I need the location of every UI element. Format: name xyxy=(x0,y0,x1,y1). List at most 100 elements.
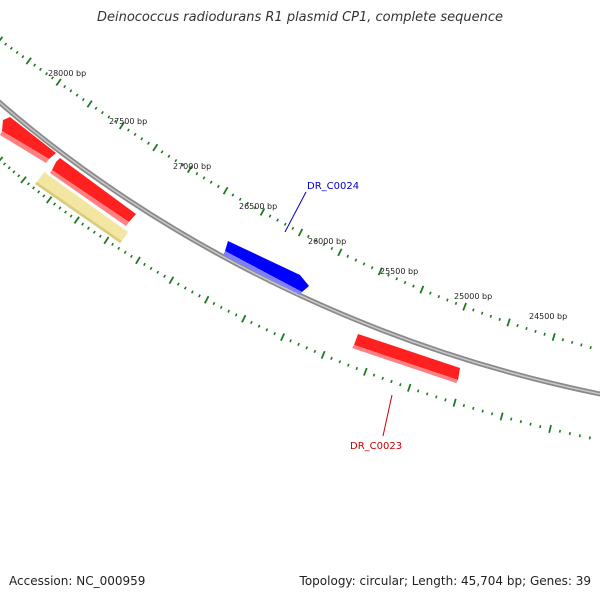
minor-tick xyxy=(472,308,475,312)
minor-tick xyxy=(75,93,79,97)
minor-tick xyxy=(183,286,187,290)
minor-tick xyxy=(227,309,231,313)
minor-tick xyxy=(231,193,235,197)
gene-dr-c0024[interactable] xyxy=(223,241,309,295)
major-tick xyxy=(20,176,27,184)
minor-tick xyxy=(21,55,25,59)
scale-label: 28000 bp xyxy=(48,69,86,78)
minor-tick xyxy=(338,360,342,364)
major-tick xyxy=(363,367,368,376)
topology-summary: Topology: circular; Length: 45,704 bp; G… xyxy=(299,574,591,588)
minor-tick xyxy=(45,72,48,76)
minor-tick xyxy=(588,436,591,440)
minor-tick xyxy=(15,50,19,55)
minor-tick xyxy=(58,206,62,210)
scale-label: 27500 bp xyxy=(109,117,147,126)
major-tick xyxy=(86,100,93,108)
minor-tick xyxy=(92,230,96,234)
minor-tick xyxy=(444,398,447,402)
minor-tick xyxy=(33,63,37,67)
minor-tick xyxy=(3,162,7,166)
gene-pseudo[interactable] xyxy=(35,172,128,243)
minor-tick xyxy=(37,190,41,194)
gene-label-dr-c0024[interactable]: DR_C0024 xyxy=(307,181,359,192)
minor-tick xyxy=(123,250,127,255)
minor-tick xyxy=(81,222,85,226)
minor-tick xyxy=(69,214,73,218)
gene-label-dr-c0023[interactable]: DR_C0023 xyxy=(350,441,402,452)
major-tick xyxy=(419,285,425,294)
major-tick xyxy=(506,318,511,327)
scale-label: 26500 bp xyxy=(239,202,277,211)
minor-tick xyxy=(580,343,583,347)
minor-tick xyxy=(149,266,153,271)
minor-tick xyxy=(156,270,160,274)
plasmid-backbone xyxy=(0,99,600,397)
scale-label: 25500 bp xyxy=(380,267,418,276)
gene-red-1[interactable] xyxy=(0,117,56,163)
minor-tick xyxy=(257,324,261,328)
minor-tick xyxy=(480,311,484,315)
minor-tick xyxy=(7,166,11,170)
minor-tick xyxy=(133,132,137,137)
scale-label: 27000 bp xyxy=(173,162,211,171)
minor-tick xyxy=(446,298,449,302)
major-tick xyxy=(462,302,467,311)
minor-tick xyxy=(167,154,171,158)
minor-tick xyxy=(81,97,85,102)
minor-tick xyxy=(305,346,309,350)
minor-tick xyxy=(127,128,130,132)
minor-tick xyxy=(94,106,98,110)
minor-tick xyxy=(539,424,542,429)
minor-tick xyxy=(354,258,358,262)
map-title: Deinococcus radiodurans R1 plasmid CP1, … xyxy=(96,10,504,25)
minor-tick xyxy=(276,218,279,222)
minor-tick xyxy=(17,174,21,178)
minor-tick xyxy=(273,331,277,336)
minor-tick xyxy=(346,254,350,258)
major-tick xyxy=(103,236,110,245)
minor-tick xyxy=(525,326,528,331)
minor-tick xyxy=(107,115,111,119)
major-tick xyxy=(377,267,383,276)
minor-tick xyxy=(176,282,180,286)
minor-tick xyxy=(529,422,532,426)
minor-tick xyxy=(212,301,216,306)
minor-tick xyxy=(4,42,8,46)
major-tick xyxy=(152,143,159,152)
minor-tick xyxy=(238,197,242,201)
major-tick xyxy=(55,78,62,87)
minor-tick xyxy=(558,429,562,433)
minor-tick xyxy=(39,67,42,71)
outer-tick-ring xyxy=(0,36,592,350)
gene-dr-c0023[interactable] xyxy=(352,334,460,383)
minor-tick xyxy=(437,294,441,299)
minor-tick xyxy=(399,383,402,387)
major-tick xyxy=(0,36,4,42)
minor-tick xyxy=(9,46,13,50)
major-tick xyxy=(551,332,556,342)
minor-tick xyxy=(219,305,223,309)
minor-tick xyxy=(289,339,292,343)
minor-tick xyxy=(543,332,546,336)
minor-tick xyxy=(403,280,407,285)
minor-tick xyxy=(578,434,581,438)
major-tick xyxy=(0,156,4,162)
minor-tick xyxy=(140,137,144,141)
minor-tick xyxy=(355,366,359,371)
gene-red-2[interactable] xyxy=(50,158,136,226)
minor-tick xyxy=(347,363,350,367)
minor-tick xyxy=(568,432,571,436)
minor-tick xyxy=(111,242,114,246)
scale-label: 24500 bp xyxy=(529,312,567,321)
minor-tick xyxy=(322,242,326,247)
minor-tick xyxy=(462,403,466,408)
minor-tick xyxy=(268,214,272,218)
minor-tick xyxy=(314,238,318,243)
major-tick xyxy=(45,196,53,204)
minor-tick xyxy=(265,328,269,332)
minor-tick xyxy=(381,376,384,380)
plasmid-backbone-highlight xyxy=(0,101,600,395)
major-tick xyxy=(280,333,286,342)
